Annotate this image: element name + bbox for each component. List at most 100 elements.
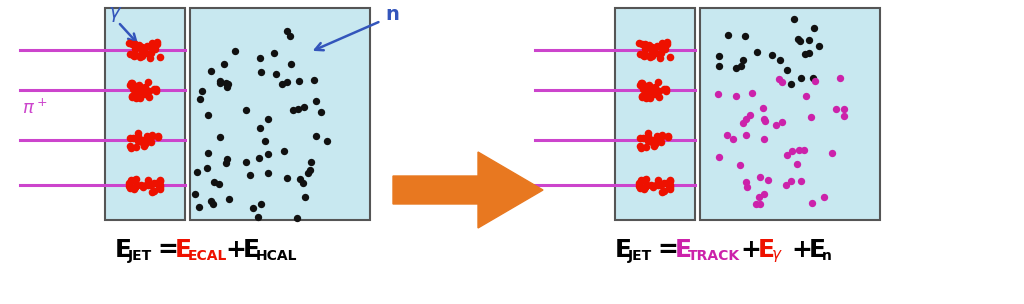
Point (193, 97, 209, 102)
Point (148, 180, 165, 185)
Point (711, 155, 727, 160)
Point (152, 177, 168, 182)
Point (653, 134, 670, 139)
Point (282, 33, 298, 38)
Point (121, 181, 137, 185)
Point (142, 50, 159, 55)
Point (216, 62, 232, 67)
Point (130, 138, 146, 143)
Point (227, 48, 244, 53)
Point (274, 82, 291, 87)
Point (642, 95, 658, 100)
Point (783, 178, 800, 183)
Point (719, 133, 735, 138)
Point (649, 139, 666, 143)
Point (137, 142, 154, 147)
Point (130, 131, 146, 136)
Point (725, 137, 741, 142)
Point (212, 80, 228, 85)
Point (135, 87, 152, 92)
Point (143, 41, 160, 46)
Point (142, 140, 159, 145)
Point (148, 40, 165, 45)
Point (711, 54, 727, 58)
Point (748, 202, 764, 206)
Text: HCAL: HCAL (256, 249, 298, 263)
Point (123, 95, 139, 100)
Point (125, 86, 141, 91)
Point (805, 75, 821, 80)
Point (279, 176, 295, 181)
Text: E: E (115, 238, 132, 262)
Point (124, 93, 140, 98)
Point (204, 199, 220, 204)
Point (804, 201, 820, 206)
Point (140, 80, 157, 85)
Point (633, 81, 649, 86)
Point (662, 183, 678, 188)
Point (292, 177, 308, 182)
Point (637, 41, 653, 46)
Point (644, 88, 660, 92)
Point (127, 46, 143, 51)
Point (650, 89, 667, 94)
Polygon shape (393, 152, 543, 228)
Point (635, 94, 651, 99)
Point (631, 40, 647, 45)
Point (137, 88, 154, 93)
Point (296, 105, 312, 109)
Point (646, 92, 663, 97)
Point (260, 151, 276, 156)
Point (135, 140, 152, 145)
Point (153, 185, 169, 189)
Point (824, 150, 841, 155)
Point (647, 88, 664, 93)
Point (738, 185, 755, 190)
Point (785, 16, 802, 21)
Point (733, 63, 750, 68)
Point (143, 190, 160, 195)
Point (245, 205, 261, 210)
Point (790, 37, 806, 42)
Point (791, 147, 807, 152)
Point (634, 41, 650, 46)
Point (259, 171, 275, 175)
Point (308, 99, 325, 104)
Point (138, 51, 155, 56)
Point (127, 185, 143, 190)
Text: E: E (675, 238, 692, 262)
Point (132, 55, 148, 60)
Point (127, 144, 143, 149)
Point (634, 81, 650, 85)
Point (650, 80, 667, 85)
Point (652, 140, 669, 145)
Point (307, 133, 324, 138)
Point (122, 144, 138, 149)
Point (828, 107, 845, 112)
Point (143, 134, 160, 139)
Point (221, 197, 238, 202)
Point (751, 195, 767, 200)
Point (138, 44, 155, 49)
Point (650, 182, 667, 187)
Point (650, 95, 667, 100)
Point (218, 160, 234, 165)
Point (128, 95, 144, 100)
Point (662, 179, 678, 184)
Point (656, 86, 673, 91)
Point (640, 131, 656, 136)
Point (123, 145, 139, 150)
Point (798, 94, 814, 98)
Point (633, 178, 649, 182)
Point (127, 53, 143, 58)
Point (218, 157, 234, 162)
Point (290, 107, 306, 112)
Point (645, 87, 662, 92)
Point (644, 52, 660, 57)
Point (135, 143, 152, 148)
Point (760, 178, 776, 182)
Point (303, 160, 319, 164)
Text: $\pi^+$: $\pi^+$ (22, 98, 47, 118)
Point (212, 79, 228, 84)
Point (648, 44, 665, 49)
